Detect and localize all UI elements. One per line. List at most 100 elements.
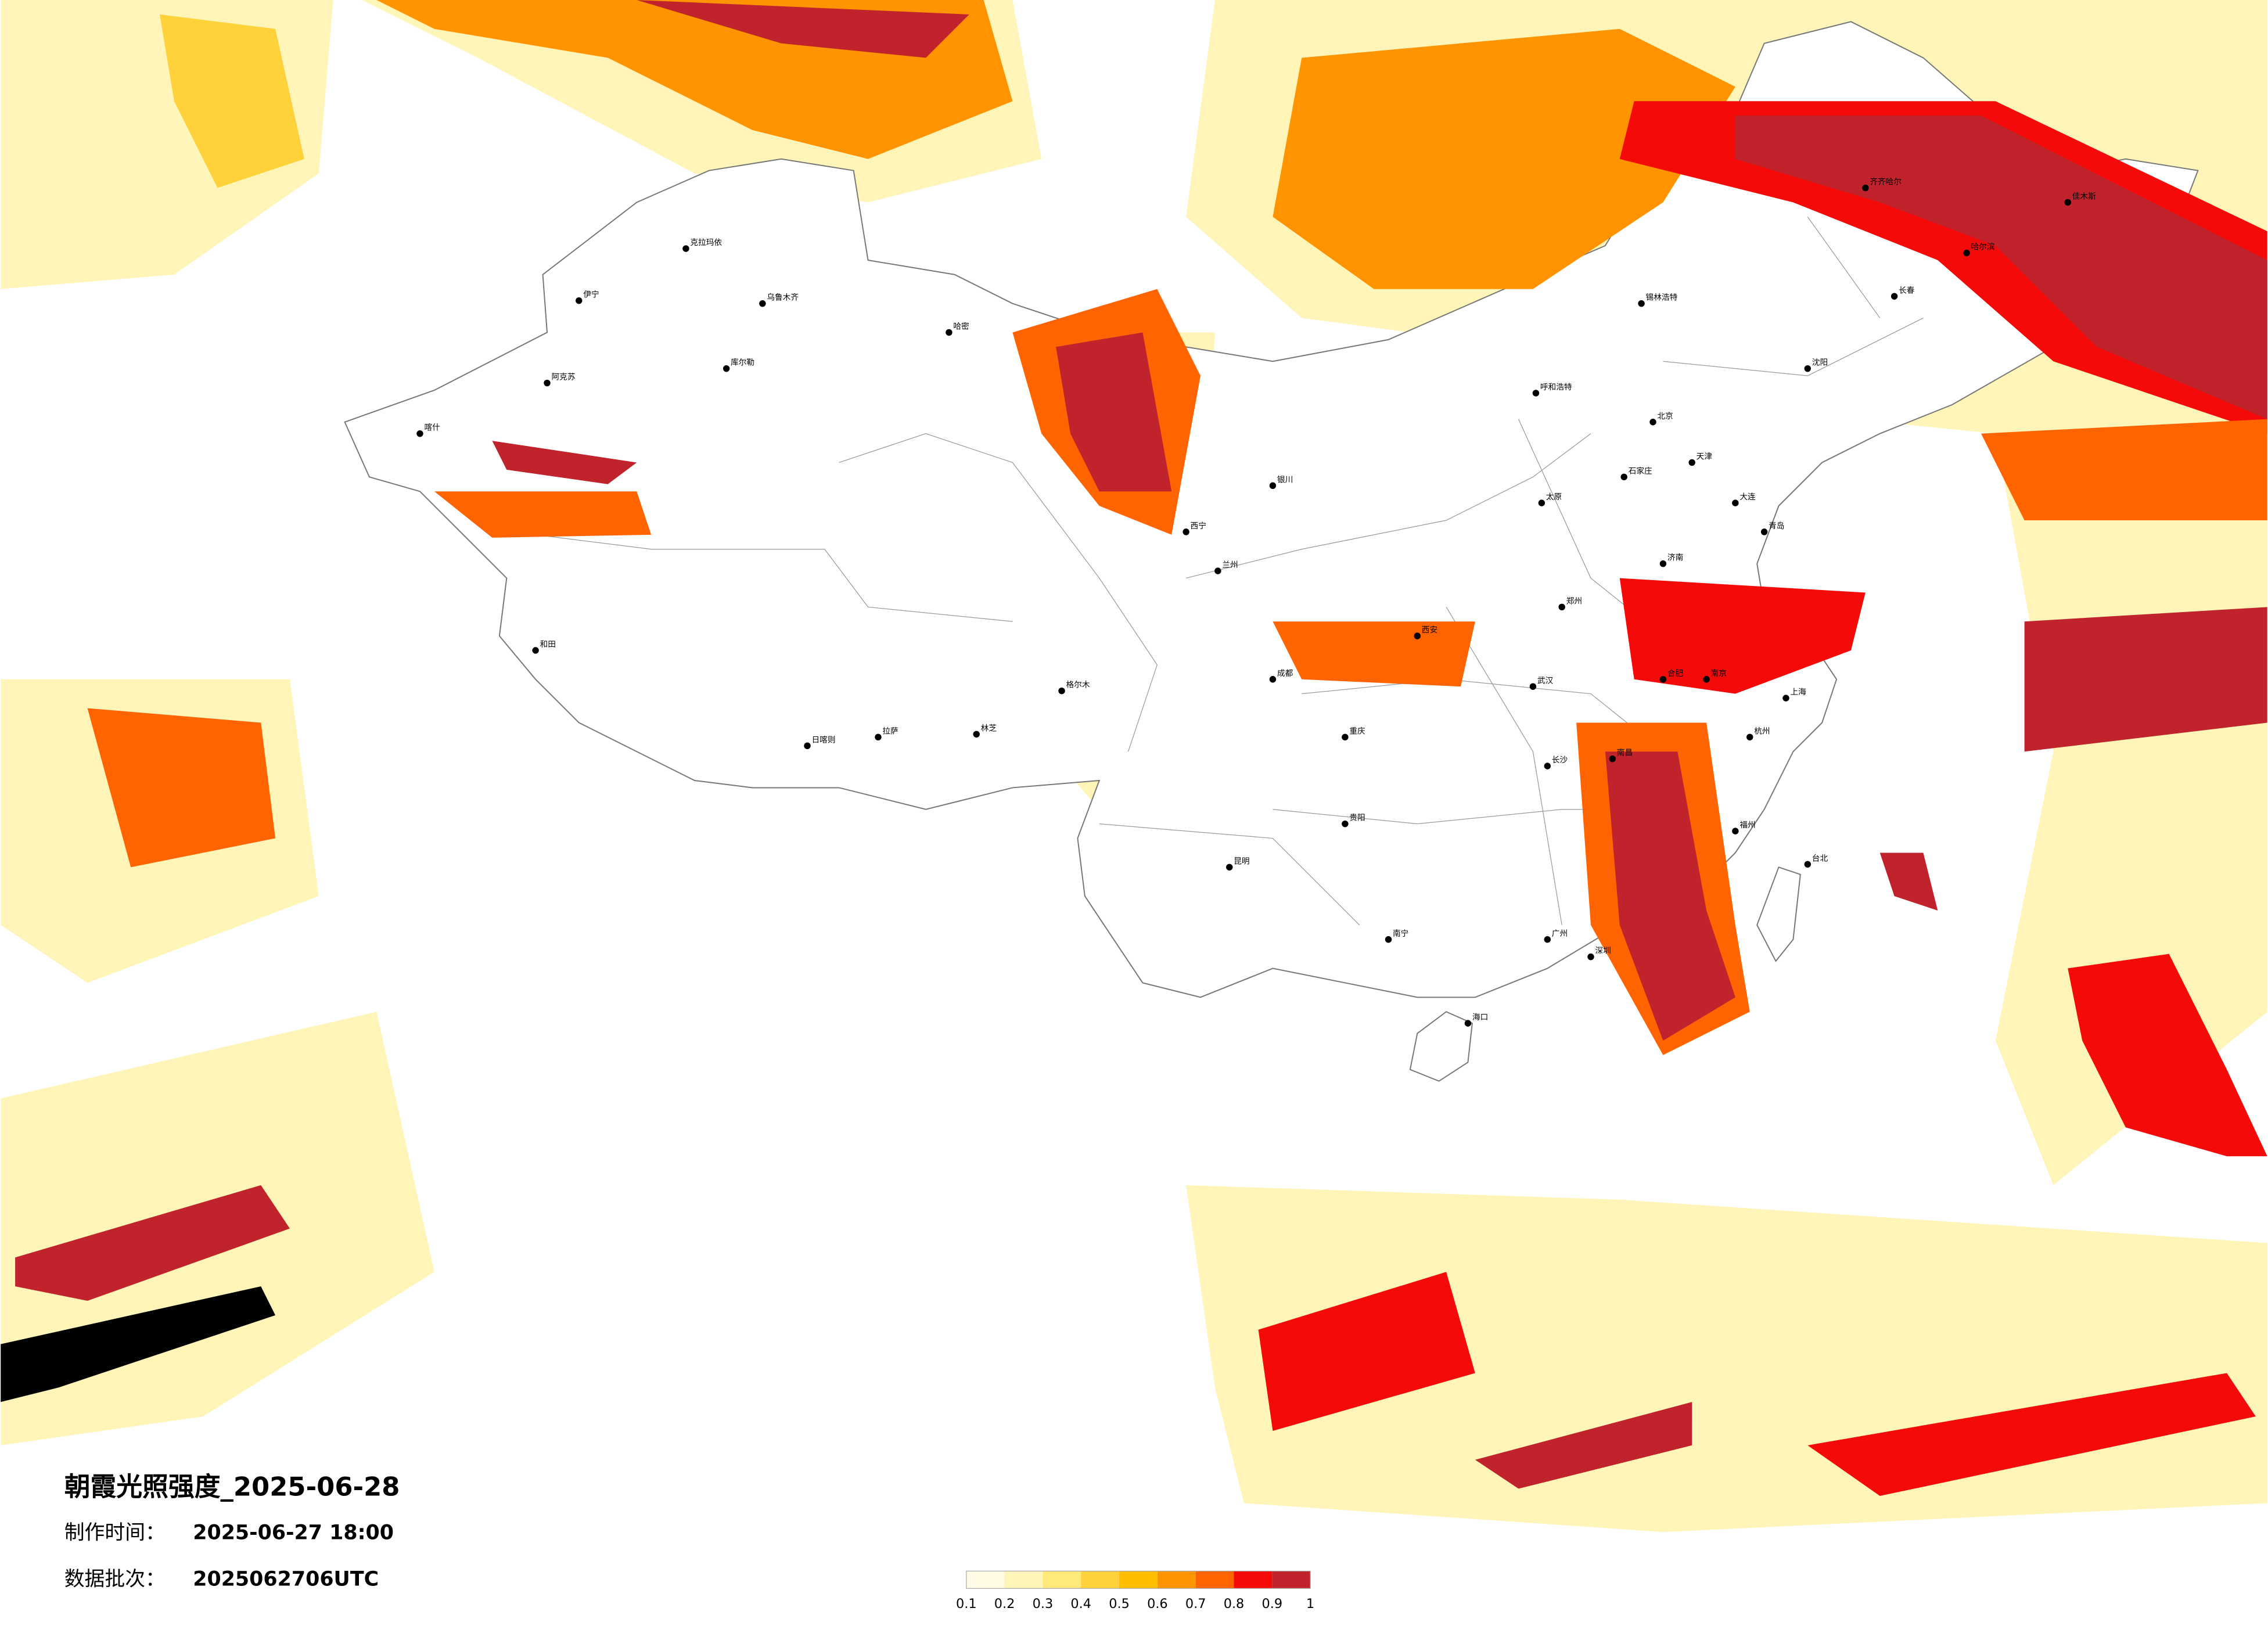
colorbar-segment [1004, 1571, 1043, 1589]
colorbar: 0.1 0.2 0.3 0.4 0.5 0.6 0.7 0.8 0.9 1 [956, 1570, 1314, 1611]
city-label: 郑州 [1566, 596, 1582, 606]
city-label: 兰州 [1222, 560, 1238, 570]
info-label: 数据批次： [64, 1567, 166, 1591]
city-dot [1214, 567, 1221, 574]
city-dot [1529, 683, 1537, 690]
city-dot [1732, 499, 1739, 506]
city: 上海 [1782, 688, 1806, 702]
colorbar-tick-label: 0.8 [1224, 1596, 1245, 1611]
city-dot [759, 300, 766, 307]
city-label: 南昌 [1617, 749, 1633, 758]
colorbar-tick-label: 0.1 [956, 1596, 977, 1611]
field-patch [434, 491, 652, 538]
city-dot [1226, 864, 1233, 871]
city-label: 克拉玛依 [690, 238, 722, 247]
city-dot [1609, 755, 1616, 762]
colorbar-tick-label: 1 [1306, 1596, 1314, 1611]
city-label: 青岛 [1769, 521, 1784, 531]
city: 成都 [1269, 669, 1293, 683]
city-label: 南宁 [1393, 929, 1408, 938]
city: 南昌 [1609, 749, 1633, 762]
city-label: 合肥 [1667, 669, 1684, 678]
city-label: 成都 [1277, 669, 1293, 678]
field-patch [1056, 332, 1172, 492]
field-patch [1273, 621, 1475, 687]
city: 南京 [1703, 669, 1727, 683]
city: 沈阳 [1804, 358, 1828, 372]
city-dot [1804, 861, 1811, 868]
city: 杭州 [1746, 726, 1770, 741]
city: 青岛 [1760, 521, 1784, 535]
field-patch [159, 14, 304, 188]
city-label: 天津 [1696, 452, 1713, 461]
city-dot [1342, 733, 1349, 741]
colorbar-tick-label: 0.7 [1185, 1596, 1206, 1611]
city: 哈尔滨 [1963, 243, 1995, 257]
city-label: 日喀则 [811, 735, 835, 744]
city: 和田 [532, 640, 556, 654]
city: 库尔勒 [723, 358, 754, 372]
city-dot [1620, 473, 1627, 481]
city-dot [1659, 676, 1667, 683]
city: 银川 [1269, 475, 1293, 489]
city-label: 长春 [1899, 286, 1915, 295]
city-dot [804, 742, 811, 749]
city-label: 佳木斯 [2072, 192, 2096, 201]
city: 克拉玛依 [682, 238, 722, 252]
city-label: 大连 [1739, 492, 1756, 502]
city-label: 贵阳 [1349, 814, 1365, 823]
city: 广州 [1544, 929, 1568, 943]
colorbar-segment [1043, 1571, 1081, 1589]
city-dot [1269, 482, 1277, 489]
city-dot [1659, 560, 1667, 567]
city-label: 库尔勒 [731, 358, 754, 368]
info-value: 2025062706UTC [193, 1567, 379, 1591]
city-label: 福州 [1739, 821, 1755, 830]
city: 北京 [1649, 412, 1673, 426]
city: 拉萨 [875, 726, 898, 741]
city-label: 南京 [1711, 669, 1727, 678]
city-label: 和田 [540, 640, 556, 649]
colorbar-segment [1272, 1571, 1311, 1589]
colorbar-tick-label: 0.5 [1109, 1596, 1130, 1611]
city-label: 重庆 [1349, 726, 1365, 736]
city-label: 林芝 [981, 724, 997, 733]
field-patch [1475, 1402, 1692, 1489]
city: 济南 [1659, 553, 1683, 567]
city-dot [1649, 419, 1656, 426]
city-label: 哈尔滨 [1971, 243, 1995, 252]
field-patch [1605, 751, 1735, 1041]
city-dot [1464, 1020, 1472, 1027]
city-dot [1544, 936, 1551, 943]
island-outline [1409, 1011, 1473, 1082]
field-patch [2024, 607, 2267, 752]
city-dot [1732, 828, 1739, 834]
city-dot [1558, 603, 1565, 611]
city: 海口 [1464, 1013, 1488, 1027]
city-dot [973, 731, 980, 738]
city-dot [1703, 676, 1710, 683]
city: 天津 [1688, 452, 1712, 466]
field-patch [1735, 116, 2267, 419]
city-label: 乌鲁木齐 [767, 293, 799, 303]
island-outline [1756, 866, 1801, 962]
city: 福州 [1732, 821, 1756, 834]
city: 兰州 [1214, 560, 1238, 574]
city-dot [1890, 293, 1898, 300]
city: 日喀则 [804, 735, 835, 749]
city: 太原 [1538, 492, 1562, 506]
city: 长春 [1890, 286, 1915, 300]
city-label: 武汉 [1537, 676, 1554, 685]
city-dot [1538, 499, 1545, 506]
city-label: 济南 [1667, 553, 1683, 563]
city-label: 台北 [1812, 854, 1828, 863]
city-dot [1544, 762, 1551, 769]
city-label: 太原 [1546, 492, 1562, 502]
city-label: 杭州 [1754, 726, 1770, 736]
city-dot [576, 297, 583, 304]
city-dot [1385, 936, 1392, 943]
city-dot [1804, 365, 1811, 372]
colorbar-tick-label: 0.4 [1070, 1596, 1091, 1611]
colorbar-tick-label: 0.6 [1147, 1596, 1168, 1611]
